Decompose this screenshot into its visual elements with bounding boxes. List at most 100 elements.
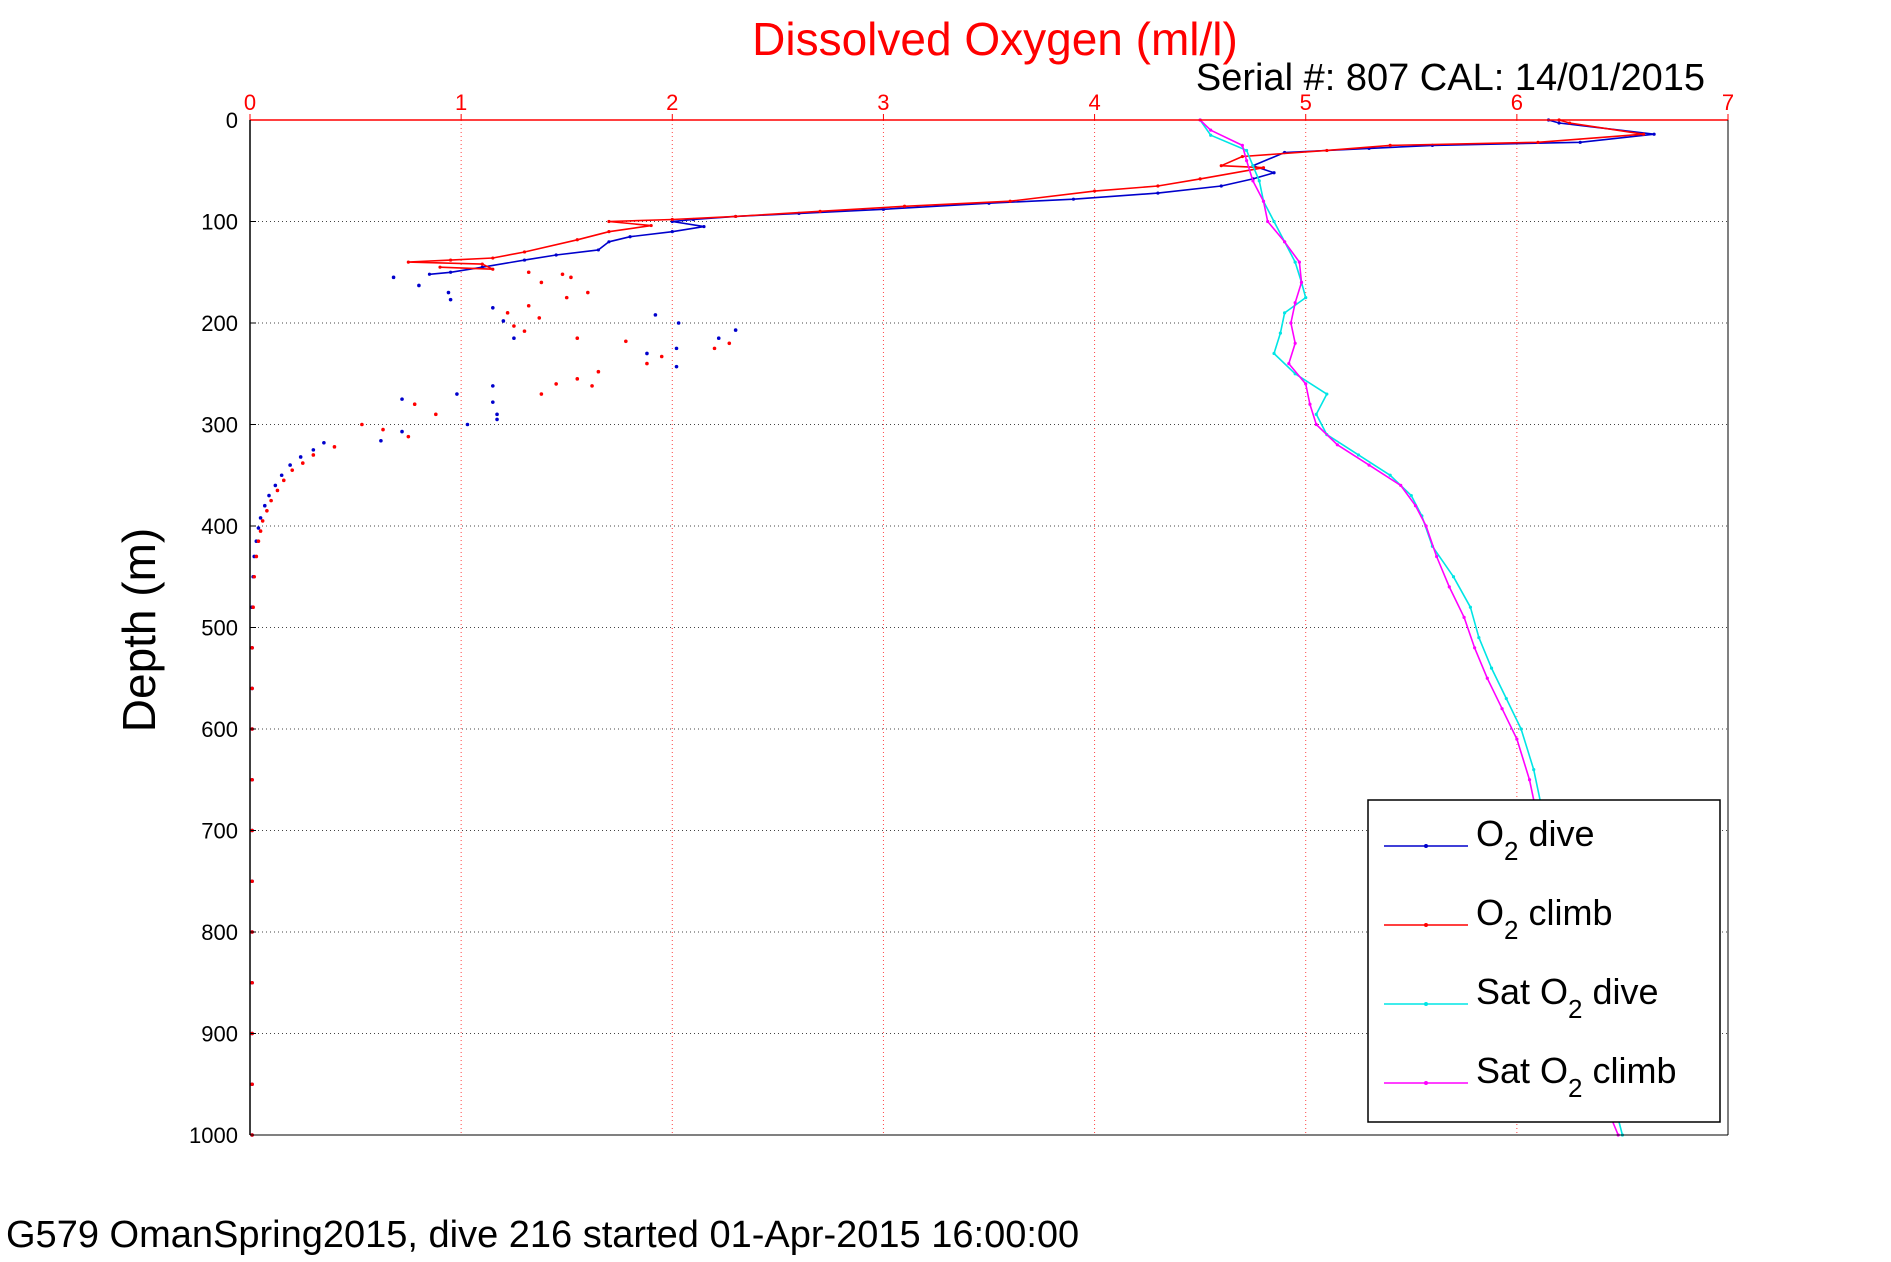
series-point-3 <box>1335 443 1339 447</box>
series-point-3 <box>1304 382 1308 386</box>
y-tick-label: 1000 <box>189 1123 238 1148</box>
series-point-3 <box>1261 199 1266 203</box>
series-point-1 <box>480 262 484 266</box>
series-scatter-point-1 <box>275 488 280 493</box>
series-scatter-point-0 <box>400 429 404 434</box>
series-scatter-point-0 <box>653 313 658 317</box>
series-point-3 <box>1244 159 1249 163</box>
series-scatter-point-1 <box>250 777 254 782</box>
series-scatter-point-0 <box>288 463 292 467</box>
series-scatter-point-1 <box>332 445 337 449</box>
legend-entry-prefix: Sat O <box>1476 971 1568 1012</box>
x-tick-label: 3 <box>877 90 889 115</box>
series-point-3 <box>1314 422 1318 427</box>
legend-box <box>1367 799 1721 1123</box>
series-scatter-point-1 <box>258 529 263 533</box>
series-point-2 <box>1272 219 1276 224</box>
series-point-2 <box>1325 392 1329 396</box>
series-point-2 <box>1244 148 1249 153</box>
series-point-3 <box>1297 260 1301 264</box>
series-point-3 <box>1289 321 1293 325</box>
series-point-1 <box>1156 184 1160 188</box>
series-scatter-point-1 <box>300 461 305 465</box>
dive-caption: G579 OmanSpring2015, dive 216 started 01… <box>6 1214 1079 1256</box>
series-point-0 <box>448 270 453 274</box>
series-scatter-point-1 <box>260 519 265 523</box>
y-tick-label: 500 <box>201 616 238 641</box>
chart-title: Dissolved Oxygen (ml/l) <box>752 13 1238 65</box>
series-scatter-point-1 <box>512 324 516 328</box>
series-scatter-point-1 <box>575 377 580 381</box>
series-scatter-point-1 <box>250 879 254 884</box>
series-scatter-point-0 <box>448 297 453 302</box>
y-tick-label: 900 <box>201 1022 238 1047</box>
legend-entry-prefix: O <box>1476 813 1504 854</box>
series-point-2 <box>1314 412 1318 416</box>
series-point-0 <box>1219 184 1223 188</box>
series-scatter-point-0 <box>501 319 506 323</box>
series-scatter-point-1 <box>265 508 269 513</box>
series-scatter-point-1 <box>586 290 590 295</box>
series-scatter-point-1 <box>659 354 664 359</box>
legend-entry-name: dive <box>1583 971 1659 1012</box>
series-scatter-point-0 <box>512 336 516 341</box>
series-scatter-point-1 <box>712 346 717 351</box>
series-scatter-point-1 <box>269 498 273 503</box>
y-tick-label: 200 <box>201 311 238 336</box>
series-scatter-point-1 <box>539 392 544 396</box>
series-point-1 <box>491 267 495 271</box>
series-point-2 <box>1477 636 1481 640</box>
series-point-3 <box>1209 128 1213 132</box>
legend-entry-subscript: 2 <box>1504 915 1518 945</box>
series-point-1 <box>575 238 579 242</box>
legend-entry-prefix: O <box>1476 892 1504 933</box>
legend-entry-label: O2 climb <box>1476 892 1613 945</box>
series-point-1 <box>1568 121 1572 125</box>
series-point-3 <box>1293 301 1297 305</box>
series-line-1 <box>407 119 1645 270</box>
series-point-2 <box>1468 605 1473 609</box>
y-tick-label: 400 <box>201 514 238 539</box>
legend-entry-subscript: 2 <box>1568 994 1582 1024</box>
series-scatter-point-1 <box>434 412 438 417</box>
series-point-2 <box>1519 727 1523 731</box>
series-scatter-point-1 <box>256 539 261 544</box>
series-scatter-point-1 <box>252 574 257 579</box>
legend-swatch-marker <box>1424 923 1428 927</box>
series-scatter-point-1 <box>596 369 601 374</box>
series-point-1 <box>448 258 453 262</box>
series-scatter-point-1 <box>537 316 542 320</box>
series-point-2 <box>1209 133 1213 137</box>
chart-subtitle: Serial #: 807 CAL: 14/01/2015 <box>1196 57 1705 99</box>
series-scatter-point-0 <box>645 351 649 356</box>
series-point-0 <box>1156 191 1160 195</box>
series-scatter-point-1 <box>522 329 527 333</box>
series-scatter-point-0 <box>267 493 271 498</box>
series-scatter-point-1 <box>281 478 286 483</box>
series-point-2 <box>1356 453 1361 457</box>
series-point-1 <box>1198 177 1202 181</box>
series-point-0 <box>596 248 600 252</box>
series-scatter-point-1 <box>554 382 558 386</box>
series-scatter-point-1 <box>406 434 411 439</box>
x-tick-label: 1 <box>455 90 467 115</box>
series-point-1 <box>1388 143 1392 147</box>
series-point-3 <box>1413 504 1418 508</box>
series-point-2 <box>1257 179 1261 183</box>
series-point-2 <box>1504 696 1508 701</box>
series-point-3 <box>1462 615 1466 619</box>
series-point-2 <box>1293 260 1297 264</box>
series-point-1 <box>1219 164 1223 168</box>
series-scatter-point-1 <box>360 422 364 427</box>
series-point-1 <box>1092 189 1097 193</box>
series-scatter-point-1 <box>564 295 569 300</box>
series-point-1 <box>1641 132 1646 136</box>
series-scatter-point-0 <box>491 305 495 310</box>
legend-entry-label: Sat O2 climb <box>1476 1050 1677 1103</box>
series-point-0 <box>1071 197 1076 201</box>
series-scatter-point-0 <box>258 516 263 520</box>
y-tick-label: 700 <box>201 819 238 844</box>
series-point-3 <box>1527 778 1532 782</box>
x-tick-label: 7 <box>1722 90 1734 115</box>
